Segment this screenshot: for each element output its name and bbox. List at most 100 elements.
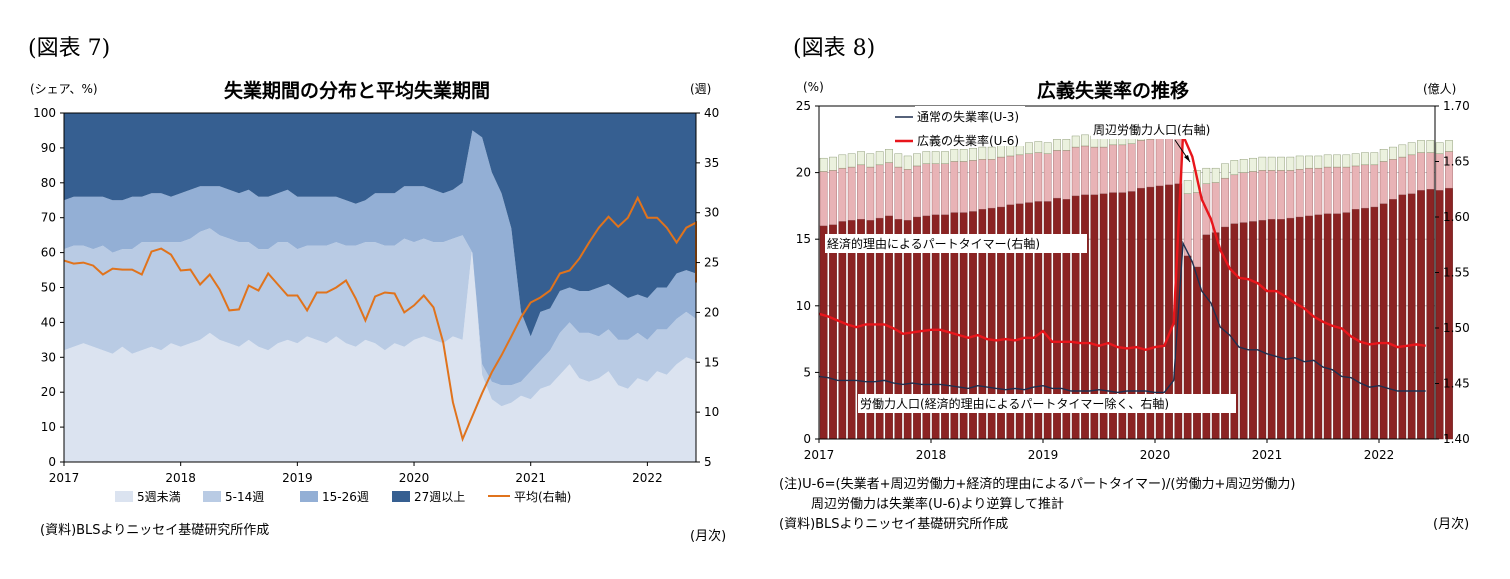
x-tick-label: 2022 [1364, 448, 1395, 462]
bar-marginally-attached [1389, 146, 1397, 160]
figure-7: (図表 7) 失業期間の分布と平均失業期間 (シェア、%) (週) (資料)BL… [28, 36, 726, 544]
bar-part-timers [857, 164, 865, 220]
bar-marginally-attached [1417, 140, 1425, 153]
bar-marginally-attached [1379, 149, 1388, 162]
bar-marginally-attached [1370, 152, 1379, 166]
bar-part-timers [959, 161, 968, 213]
y-right-tick-label: 5 [704, 455, 712, 469]
bar-labor-force [1314, 214, 1323, 440]
bar-marginally-attached [885, 149, 893, 163]
y-right-tick-label: 20 [704, 305, 719, 319]
bar-marginally-attached [1034, 141, 1043, 153]
bar-part-timers [1146, 139, 1155, 188]
legend-label: 平均(右軸) [514, 489, 571, 504]
x-tick-label: 2021 [1252, 448, 1283, 462]
y-left-tick-label: 60 [41, 246, 56, 260]
legend-label: 5週未満 [137, 490, 181, 504]
annotation-labor-force: 労働力人口(経済的理由によるパートタイマー除く、右軸) [860, 396, 1169, 411]
bar-part-timers [1267, 170, 1276, 220]
y-left-tick-label: 80 [41, 176, 56, 190]
y-left-tick-label: 20 [796, 166, 811, 180]
x-tick-label: 2017 [49, 471, 80, 485]
x-tick-label: 2022 [632, 471, 663, 485]
x-tick-label: 2018 [916, 448, 947, 462]
bar-labor-force [1258, 220, 1267, 440]
legend-label: 5-14週 [225, 490, 264, 504]
x-tick-label: 2018 [165, 471, 196, 485]
bar-part-timers [1053, 150, 1061, 199]
bar-marginally-attached [1025, 142, 1033, 154]
bar-part-timers [913, 165, 921, 218]
bar-marginally-attached [913, 153, 921, 167]
bar-part-timers [1137, 140, 1145, 189]
bar-marginally-attached [1314, 155, 1323, 169]
bar-labor-force [1389, 199, 1397, 440]
right-axis-unit: (週) [690, 82, 712, 96]
x-tick-label: 2020 [1140, 448, 1171, 462]
bar-marginally-attached [1361, 152, 1369, 166]
line-u3 [818, 240, 1426, 394]
bar-labor-force [1370, 206, 1379, 440]
bar-part-timers [1286, 170, 1295, 219]
bar-marginally-attached [1407, 142, 1416, 156]
bar-part-timers [1090, 146, 1099, 196]
annotation-arrowhead [1184, 155, 1190, 162]
line-average [63, 195, 697, 443]
y-right-tick-label: 25 [704, 256, 719, 270]
bar-part-timers [1099, 146, 1108, 194]
y-right-tick-label: 1.60 [1443, 210, 1470, 224]
annotation-part-timers-bg [825, 234, 1087, 253]
bar-part-timers [1417, 152, 1425, 191]
bar-part-timers [987, 159, 996, 209]
period-label: (月次) [1433, 517, 1470, 532]
bar-part-timers [1323, 166, 1332, 214]
bar-marginally-attached [1043, 142, 1052, 154]
bar-part-timers [969, 160, 977, 212]
bar-marginally-attached [978, 146, 987, 160]
bar-part-timers [1006, 155, 1015, 205]
y-left-tick-label: 0 [48, 455, 56, 469]
y-left-tick-label: 70 [41, 211, 56, 225]
legend-swatch [115, 491, 133, 502]
bar-part-timers [903, 169, 912, 221]
bar-marginally-attached [875, 151, 884, 166]
bar-labor-force [1249, 221, 1257, 440]
y-right-tick-label: 15 [704, 355, 719, 369]
source-note: (資料)BLSよりニッセイ基礎研究所作成 [779, 517, 1009, 532]
bar-marginally-attached [922, 151, 931, 164]
bar-marginally-attached [829, 156, 837, 171]
bar-part-timers [894, 166, 903, 220]
bar-marginally-attached [969, 147, 977, 161]
bar-part-timers [1165, 136, 1173, 186]
annotation-labor-force-bg [858, 394, 1236, 413]
y-left-tick-label: 30 [41, 350, 56, 364]
bar-marginally-attached [1081, 134, 1089, 147]
legend-label: 27週以上 [414, 490, 465, 504]
bar-part-timers [819, 171, 828, 227]
line-u6 [818, 134, 1426, 352]
left-axis-unit: (%) [803, 80, 824, 94]
bar-labor-force [1267, 219, 1276, 440]
y-right-tick-label: 1.40 [1443, 432, 1470, 446]
y-left-tick-label: 100 [33, 106, 56, 120]
bar-marginally-attached [894, 153, 903, 168]
bar-part-timers [1351, 165, 1360, 210]
bar-labor-force [1445, 187, 1453, 440]
bar-part-timers [1389, 159, 1397, 200]
y-left-tick-label: 50 [41, 281, 56, 295]
y-right-tick-label: 1.65 [1443, 155, 1470, 169]
x-tick-label: 2020 [399, 471, 430, 485]
legend-label: 広義の失業率(U-6) [917, 133, 1019, 148]
bar-marginally-attached [941, 151, 949, 164]
figure-8: (図表 8) 広義失業率の推移 (%) (億人) (注)U-6=(失業者+周辺労… [755, 0, 1510, 579]
bar-labor-force [1277, 219, 1285, 440]
bar-marginally-attached [1305, 155, 1313, 169]
y-left-tick-label: 20 [41, 385, 56, 399]
y-left-tick-label: 15 [796, 232, 811, 246]
chart-area-figure-7: 0 10 20 30 40 50 60 70 80 90 100 5 10 15 20 25 30 35 40 201… [33, 106, 719, 504]
footnote-1: (注)U-6=(失業者+周辺労働力+経済的理由によるパートタイマー)/(労働力+… [779, 477, 1296, 492]
bar-labor-force [819, 225, 828, 440]
bar-marginally-attached [987, 146, 996, 160]
bar-labor-force [1286, 217, 1295, 440]
bar-marginally-attached [1267, 156, 1276, 171]
